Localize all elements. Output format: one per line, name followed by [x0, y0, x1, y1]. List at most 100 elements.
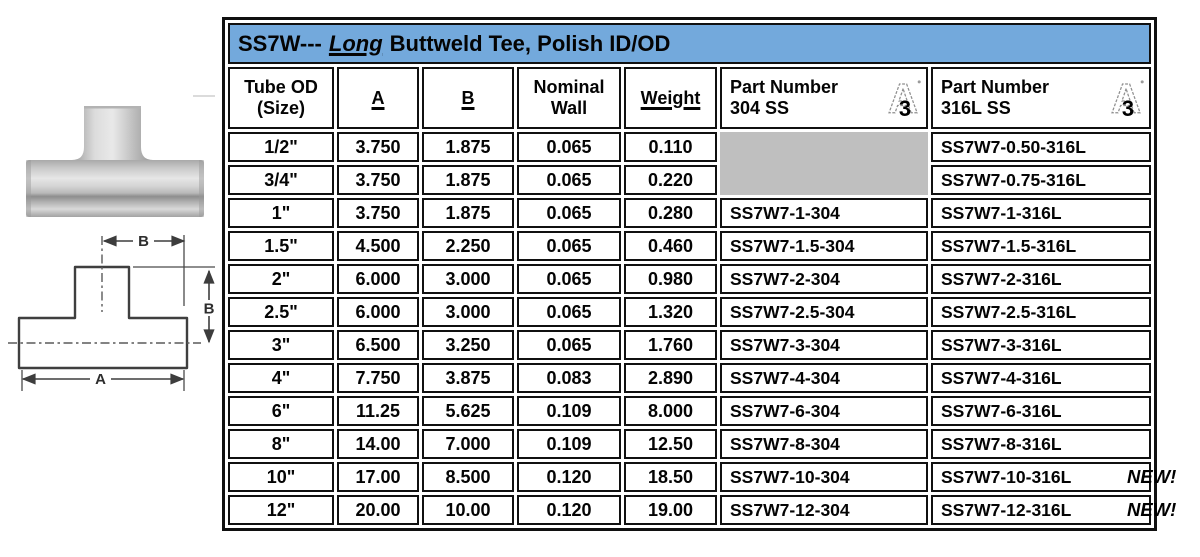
cell-wall: 0.065 — [517, 132, 621, 162]
cell-pn316: SS7W7-4-316L — [931, 363, 1152, 393]
cell-size: 1/2" — [228, 132, 334, 162]
cell-size: 6" — [228, 396, 334, 426]
cell-weight: 2.890 — [624, 363, 717, 393]
cell-wall: 0.065 — [517, 231, 621, 261]
dim-b-top-label: B — [138, 233, 149, 250]
col-header-weight: Weight — [624, 67, 717, 129]
cell-b: 3.875 — [422, 363, 514, 393]
series-code: SS7W--- — [238, 30, 322, 56]
cell-wall: 0.065 — [517, 264, 621, 294]
col-header-wall: Nominal Wall — [517, 67, 621, 129]
new-badge: NEW! — [1127, 466, 1177, 487]
part-number-316: SS7W7-1-316L — [941, 202, 1062, 223]
cell-pn316: SS7W7-1.5-316L — [931, 231, 1152, 261]
table-row: 1/2" 3.750 1.875 0.065 0.110 SS7W7-0.50-316L — [228, 132, 1152, 195]
tee-body-left-cap — [26, 160, 31, 217]
table-row: 1" 3.750 1.875 0.065 0.280 SS7W7-1-304 SS7W7-1… — [228, 198, 1152, 228]
tee-branch — [72, 106, 153, 160]
cell-weight: 0.980 — [624, 264, 717, 294]
part-number-316: SS7W7-0.75-316L — [941, 169, 1086, 190]
dim-b-top-label-bg — [133, 232, 154, 249]
cell-a: 6.500 — [337, 330, 419, 360]
cell-a: 7.750 — [337, 363, 419, 393]
cell-size: 2" — [228, 264, 334, 294]
col-header-pn316-line2: 316L SS — [941, 98, 1011, 118]
cell-size: 1.5" — [228, 231, 334, 261]
cell-b: 3.000 — [422, 297, 514, 327]
product-photo — [26, 95, 215, 217]
cell-pn304: SS7W7-1-304 — [720, 198, 928, 228]
3a-digit: 3 — [1122, 96, 1134, 120]
title-emphasis: Long — [328, 30, 383, 56]
cell-wall: 0.083 — [517, 363, 621, 393]
cell-pn316: SS7W7-0.50-316L — [931, 132, 1152, 162]
cell-a: 3.750 — [337, 132, 419, 162]
cell-b: 7.000 — [422, 429, 514, 459]
cell-weight: 0.460 — [624, 231, 717, 261]
cell-pn316: SS7W7-12-316L NEW! — [931, 495, 1176, 525]
col-header-wall-line1: Nominal — [533, 77, 605, 98]
tee-body — [26, 160, 204, 217]
part-number-316: SS7W7-12-316L — [941, 499, 1072, 520]
tee-body-right-cap — [199, 160, 204, 217]
cell-size: 1" — [228, 198, 334, 228]
table-row: 12" 20.00 10.00 0.120 19.00 SS7W7-12-304 SS7W7… — [228, 495, 1176, 525]
cell-pn304: SS7W7-1.5-304 — [720, 231, 928, 261]
cell-b: 3.250 — [422, 330, 514, 360]
col-header-pn304: Part Number 304 SS A 3 — [720, 67, 928, 129]
3a-mark-dot — [1140, 80, 1144, 84]
cell-pn316: SS7W7-2.5-316L — [931, 297, 1152, 327]
3a-letter: A — [1111, 76, 1141, 120]
cell-size: 4" — [228, 363, 334, 393]
table-row: 3/4" 3.750 1.875 0.065 0.220 SS7W7-0.75-316L — [228, 165, 1152, 195]
dim-b-right-label-bg — [200, 300, 218, 316]
3a-sanitary-icon: A 3 — [887, 76, 921, 120]
col-header-pn304-line2: 304 SS — [730, 98, 790, 118]
part-number-316: SS7W7-10-316L — [941, 466, 1072, 487]
part-number-316: SS7W7-4-316L — [941, 367, 1062, 388]
part-number-316: SS7W7-0.50-316L — [941, 136, 1086, 157]
col-header-pn304-line1: Part Number — [730, 77, 839, 98]
cell-pn304-unavailable — [720, 132, 928, 195]
part-number-316: SS7W7-1.5-316L — [941, 235, 1077, 256]
part-number-316: SS7W7-2-316L — [941, 268, 1062, 289]
cell-pn316: SS7W7-0.75-316L — [931, 165, 1152, 195]
cell-pn304: SS7W7-6-304 — [720, 396, 928, 426]
dim-a-label-bg — [90, 370, 111, 387]
cell-weight: 1.320 — [624, 297, 717, 327]
col-header-size: Tube OD (Size) — [228, 67, 334, 129]
cell-wall: 0.120 — [517, 462, 621, 492]
cell-pn316: SS7W7-10-316L NEW! — [931, 462, 1176, 492]
cell-size: 8" — [228, 429, 334, 459]
3a-sanitary-icon: A 3 — [1110, 76, 1144, 120]
cell-b: 1.875 — [422, 198, 514, 228]
cell-b: 3.000 — [422, 264, 514, 294]
cell-b: 10.00 — [422, 495, 514, 525]
table-title: SS7W--- Long Buttweld Tee, Polish ID/OD — [228, 23, 1152, 64]
cell-size: 12" — [228, 495, 334, 525]
cell-a: 20.00 — [337, 495, 419, 525]
cell-pn304: SS7W7-8-304 — [720, 429, 928, 459]
cell-pn304: SS7W7-10-304 — [720, 462, 928, 492]
table-row: 3" 6.500 3.250 0.065 1.760 SS7W7-3-304 SS7W7-3… — [228, 330, 1152, 360]
cell-b: 2.250 — [422, 231, 514, 261]
part-number-316: SS7W7-2.5-316L — [941, 301, 1077, 322]
cell-a: 3.750 — [337, 165, 419, 195]
table-row: 4" 7.750 3.875 0.083 2.890 SS7W7-4-304 SS7W7-4… — [228, 363, 1152, 393]
col-header-pn316-line1: Part Number — [941, 77, 1050, 98]
col-header-b: B — [422, 67, 514, 129]
cell-a: 17.00 — [337, 462, 419, 492]
cell-size: 2.5" — [228, 297, 334, 327]
cell-size: 3" — [228, 330, 334, 360]
cell-pn304: SS7W7-4-304 — [720, 363, 928, 393]
cell-a: 14.00 — [337, 429, 419, 459]
cell-size: 10" — [228, 462, 334, 492]
cell-pn304: SS7W7-2-304 — [720, 264, 928, 294]
cell-b: 5.625 — [422, 396, 514, 426]
cell-pn304: SS7W7-12-304 — [720, 495, 928, 525]
cell-a: 3.750 — [337, 198, 419, 228]
3a-digit: 3 — [899, 96, 911, 120]
col-header-size-line2: (Size) — [256, 98, 305, 118]
cell-weight: 18.50 — [624, 462, 717, 492]
cell-weight: 1.760 — [624, 330, 717, 360]
